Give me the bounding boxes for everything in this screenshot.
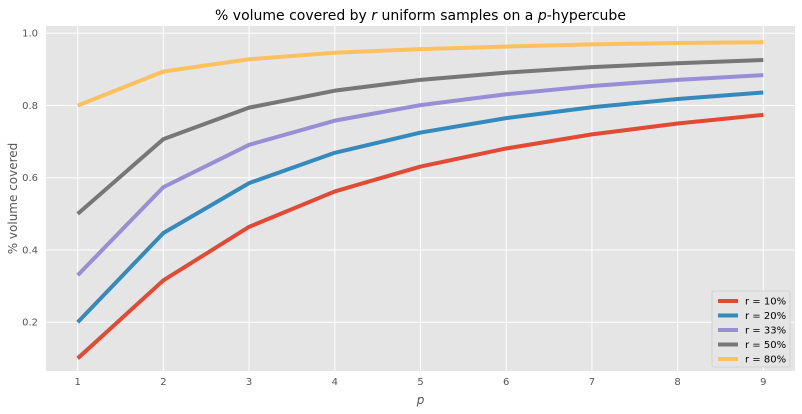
title-var-p: p bbox=[537, 8, 547, 24]
x-tick-label: 5 bbox=[417, 377, 423, 388]
legend-entry: r = 33% bbox=[745, 326, 786, 337]
legend-entry: r = 80% bbox=[745, 355, 786, 366]
y-tick-label: 0.2 bbox=[22, 318, 38, 329]
title-part-2: uniform samples on a bbox=[377, 8, 538, 24]
x-tick-label: 4 bbox=[332, 377, 338, 388]
series-line bbox=[76, 40, 764, 108]
x-tick-label: 7 bbox=[589, 377, 595, 388]
series-line bbox=[76, 57, 764, 216]
tick-labels: 1 2 3 4 5 6 7 8 9 0.2 0.4 0.6 0.8 1.0 bbox=[22, 29, 766, 388]
legend-entry: r = 50% bbox=[745, 340, 786, 351]
x-tick-label: 9 bbox=[760, 377, 766, 388]
y-tick-label: 0.8 bbox=[22, 101, 38, 112]
y-tick-label: 0.4 bbox=[22, 245, 38, 256]
title-var-r: r bbox=[371, 8, 378, 24]
y-tick-label: 1.0 bbox=[22, 29, 38, 40]
legend-box bbox=[711, 290, 791, 368]
legend-entry: r = 10% bbox=[745, 297, 786, 308]
title-part-3: -hypercube bbox=[547, 8, 626, 24]
series-line bbox=[76, 90, 764, 324]
x-tick-label: 2 bbox=[160, 377, 166, 388]
x-tick-label: 3 bbox=[246, 377, 252, 388]
series-line bbox=[76, 73, 764, 277]
x-tick-label: 8 bbox=[674, 377, 680, 388]
y-tick-label: 0.6 bbox=[22, 173, 38, 184]
legend: r = 10% r = 20% r = 33% r = 50% r = 80% bbox=[711, 290, 791, 368]
grid bbox=[46, 26, 795, 371]
x-tick-label: 1 bbox=[75, 377, 81, 388]
series-lines bbox=[76, 40, 764, 360]
series-line bbox=[76, 112, 764, 360]
y-axis-label: % volume covered bbox=[6, 143, 20, 255]
x-tick-label: 6 bbox=[503, 377, 509, 388]
chart-title: % volume covered by r uniform samples on… bbox=[215, 8, 626, 24]
title-part-1: % volume covered by bbox=[215, 8, 371, 24]
x-axis-label: p bbox=[416, 393, 425, 407]
legend-entry: r = 20% bbox=[745, 311, 786, 322]
